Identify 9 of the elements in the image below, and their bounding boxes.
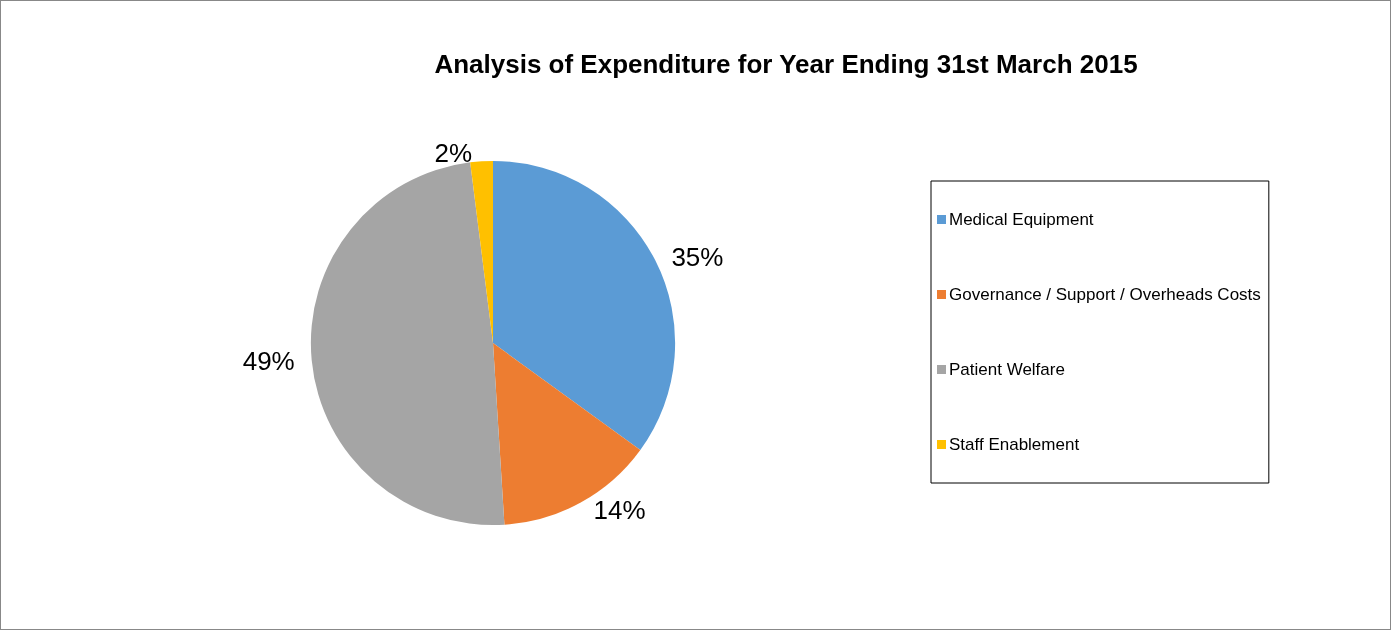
data-label: 49% [242,345,295,376]
data-label: 2% [434,138,473,169]
legend-label: Patient Welfare [949,360,1065,379]
legend-label: Staff Enablement [949,435,1080,454]
data-label: 14% [593,494,646,525]
data-label: 35% [671,241,724,272]
legend-label: Governance / Support / Overheads Costs [949,285,1261,304]
legend-label: Medical Equipment [949,210,1094,229]
chart-title: Analysis of Expenditure for Year Ending 31st March 2015 [434,49,1138,79]
